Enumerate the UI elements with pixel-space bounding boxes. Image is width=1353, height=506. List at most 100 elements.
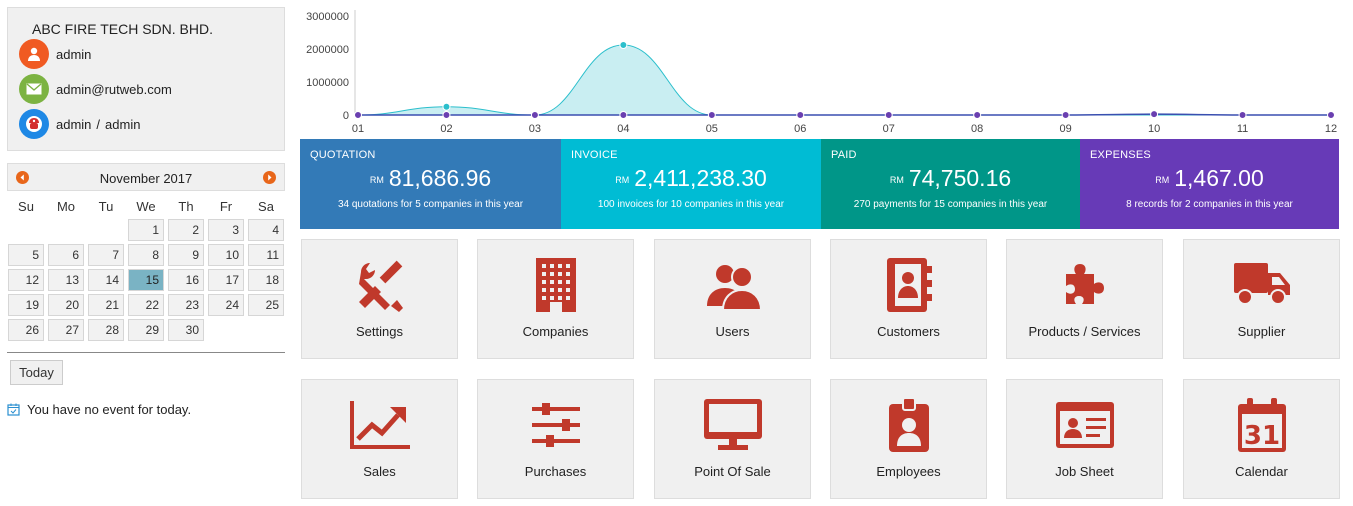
stat-label: EXPENSES <box>1090 149 1151 161</box>
stat-label: INVOICE <box>571 149 618 161</box>
envelope-icon <box>19 74 49 104</box>
calendar-day[interactable]: 7 <box>88 244 124 266</box>
tile-label: Supplier <box>1237 324 1286 339</box>
calendar-day[interactable]: 29 <box>128 319 164 341</box>
calendar-day[interactable]: 30 <box>168 319 204 341</box>
monitor-icon <box>655 396 810 454</box>
calendar-day[interactable]: 4 <box>248 219 284 241</box>
calendar-day[interactable]: 9 <box>168 244 204 266</box>
tile-job-sheet[interactable]: Job Sheet <box>1006 379 1163 499</box>
truck-icon <box>1184 256 1339 314</box>
calendar-day[interactable]: 5 <box>8 244 44 266</box>
role-a: admin <box>56 116 92 132</box>
x-tick-label: 08 <box>971 123 983 135</box>
calendar-day[interactable]: 6 <box>48 244 84 266</box>
calendar-day[interactable]: 15 <box>128 269 164 291</box>
calendar-day[interactable]: 11 <box>248 244 284 266</box>
x-tick-label: 10 <box>1148 123 1160 135</box>
tile-calendar[interactable]: 31 Calendar <box>1183 379 1340 499</box>
calendar-day[interactable]: 27 <box>48 319 84 341</box>
stat-currency: RM <box>369 174 384 185</box>
tile-employees[interactable]: Employees <box>830 379 987 499</box>
tile-point-of-sale[interactable]: Point Of Sale <box>654 379 811 499</box>
calendar-day[interactable]: 2 <box>168 219 204 241</box>
stat-amount: 81,686.96 <box>388 165 492 191</box>
tile-supplier[interactable]: Supplier <box>1183 239 1340 359</box>
calendar-day[interactable]: 12 <box>8 269 44 291</box>
x-tick-label: 09 <box>1060 123 1072 135</box>
tile-users[interactable]: Users <box>654 239 811 359</box>
tile-companies[interactable]: Companies <box>477 239 634 359</box>
calendar-header: November 2017 <box>7 163 285 191</box>
calendar-day[interactable]: 24 <box>208 294 244 316</box>
calendar-day[interactable]: 14 <box>88 269 124 291</box>
tile-settings[interactable]: Settings <box>301 239 458 359</box>
calendar-day[interactable]: 26 <box>8 319 44 341</box>
series-2-point <box>707 111 716 119</box>
series-area-fill <box>358 45 1331 115</box>
stat-label: QUOTATION <box>310 149 376 161</box>
series-2-point <box>973 111 982 119</box>
tile-label: Customers <box>877 324 940 339</box>
prev-month-icon[interactable] <box>16 171 29 184</box>
calendar-day[interactable]: 20 <box>48 294 84 316</box>
next-month-icon[interactable] <box>263 171 276 184</box>
tile-sales[interactable]: Sales <box>301 379 458 499</box>
tile-label: Sales <box>363 464 396 479</box>
y-tick-label: 3000000 <box>306 11 349 23</box>
stat-amount: 74,750.16 <box>908 165 1012 191</box>
calendar-day[interactable]: 16 <box>168 269 204 291</box>
tile-customers[interactable]: Customers <box>830 239 987 359</box>
calendar-day[interactable]: 17 <box>208 269 244 291</box>
tile-products-services[interactable]: Products / Services <box>1006 239 1163 359</box>
calendar-day[interactable]: 25 <box>248 294 284 316</box>
stat-card-quotation[interactable]: QUOTATION RM 81,686.96 34 quotations for … <box>300 139 561 229</box>
sliders-icon <box>478 396 633 454</box>
calendar-day[interactable]: 28 <box>88 319 124 341</box>
series-2-point <box>1061 111 1070 119</box>
x-tick-label: 07 <box>883 123 895 135</box>
calendar-check-icon <box>7 403 20 416</box>
stat-subtitle: 34 quotations for 5 companies in this ye… <box>337 199 524 210</box>
series-1-point <box>619 41 628 50</box>
address-book-icon <box>831 256 986 314</box>
series-1-point <box>442 102 451 111</box>
y-tick-label: 0 <box>343 110 349 122</box>
calendar-icon: 31 <box>1184 396 1339 454</box>
weekday-mo: Mo <box>56 199 76 214</box>
users-icon <box>655 256 810 314</box>
y-tick-label: 1000000 <box>306 77 349 89</box>
stat-card-invoice[interactable]: INVOICE RM 2,411,238.30 100 invoices for … <box>561 139 821 229</box>
calendar-day[interactable]: 19 <box>8 294 44 316</box>
building-icon <box>478 256 633 314</box>
today-button[interactable]: Today <box>10 360 63 385</box>
calendar-day[interactable]: 18 <box>248 269 284 291</box>
account-panel: ABC FIRE TECH SDN. BHD. admin admin@rutw… <box>7 7 285 151</box>
calendar-day[interactable]: 23 <box>168 294 204 316</box>
calendar-day[interactable]: 10 <box>208 244 244 266</box>
tile-purchases[interactable]: Purchases <box>477 379 634 499</box>
x-tick-label: 03 <box>529 123 541 135</box>
stat-card-paid[interactable]: PAID RM 74,750.16 270 payments for 15 com… <box>821 139 1080 229</box>
x-tick-label: 05 <box>706 123 718 135</box>
role-separator: / <box>96 116 101 132</box>
weekday-su: Su <box>18 199 34 214</box>
calendar-day[interactable]: 21 <box>88 294 124 316</box>
role-b: admin <box>105 116 141 132</box>
calendar-day[interactable]: 8 <box>128 244 164 266</box>
y-tick-label: 2000000 <box>306 44 349 56</box>
revenue-area-chart: 3000000 2000000 1000000 001 02 03 04 05 06 07 08 09… <box>306 10 1337 135</box>
x-tick-label: 11 <box>1237 123 1248 135</box>
username-text: admin <box>56 46 92 62</box>
weekday-sa: Sa <box>258 199 274 214</box>
weekday-tu: Tu <box>98 199 114 214</box>
calendar-day[interactable]: 22 <box>128 294 164 316</box>
calendar-day[interactable]: 3 <box>208 219 244 241</box>
stat-card-expenses[interactable]: EXPENSES RM 1,467.00 8 records for 2 comp… <box>1080 139 1339 229</box>
series-2-point <box>1327 111 1335 119</box>
calendar-day[interactable]: 1 <box>128 219 164 241</box>
weekday-we: We <box>136 199 156 214</box>
stat-value: RM 1,467.00 <box>1080 165 1339 192</box>
series-2-point <box>796 111 805 119</box>
calendar-day[interactable]: 13 <box>48 269 84 291</box>
